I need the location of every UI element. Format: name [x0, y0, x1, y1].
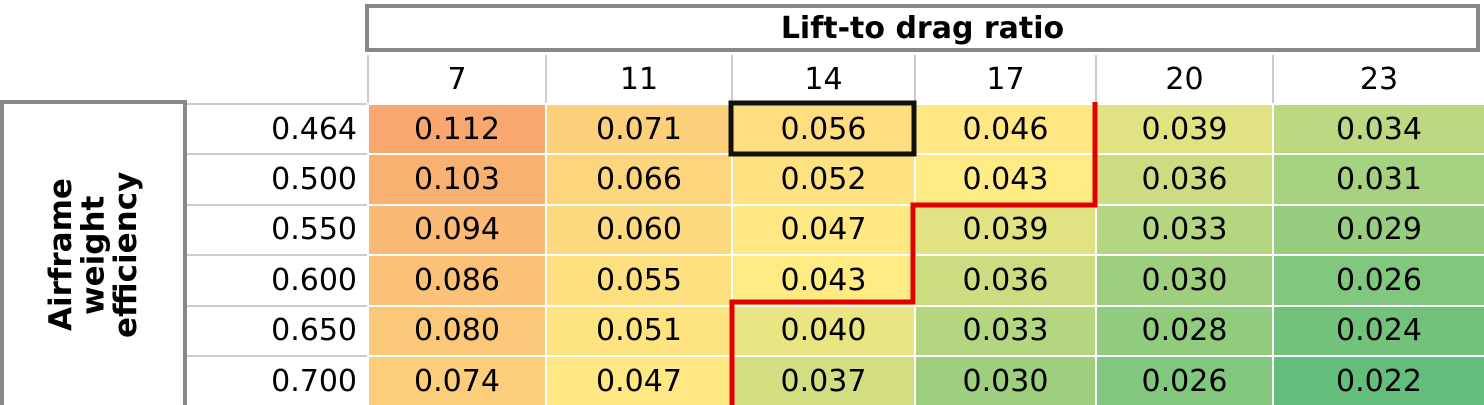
- cell: 0.022: [1272, 355, 1484, 405]
- row-header: 0.464: [187, 103, 367, 153]
- cell: 0.036: [914, 254, 1095, 305]
- cell: 0.037: [731, 355, 914, 405]
- row-header: 0.500: [187, 153, 367, 203]
- cell: 0.103: [367, 153, 545, 204]
- cell: 0.034: [1272, 103, 1484, 154]
- cell: 0.033: [1095, 203, 1272, 255]
- row-header: 0.600: [187, 254, 367, 304]
- cell: 0.080: [367, 304, 545, 355]
- cell: 0.066: [545, 153, 731, 204]
- column-group-title: Lift-to drag ratio: [365, 4, 1480, 52]
- column-header: 17: [914, 55, 1095, 103]
- cell: 0.031: [1272, 153, 1484, 204]
- row-header: 0.650: [187, 304, 367, 355]
- row-header: 0.550: [187, 203, 367, 254]
- cell: 0.046: [914, 103, 1095, 154]
- cell: 0.039: [1095, 103, 1272, 154]
- cell: 0.052: [731, 153, 914, 204]
- cell: 0.028: [1095, 304, 1272, 355]
- cell: 0.043: [731, 254, 914, 305]
- cell: 0.047: [545, 355, 731, 405]
- cell: 0.029: [1272, 203, 1484, 255]
- cell: 0.051: [545, 304, 731, 355]
- row-header: 0.700: [187, 355, 367, 405]
- row-group-title: Airframe weight efficiency: [42, 171, 144, 338]
- cell: 0.074: [367, 355, 545, 405]
- column-header: 11: [545, 55, 731, 103]
- cell: 0.024: [1272, 304, 1484, 355]
- cell: 0.036: [1095, 153, 1272, 204]
- cell: 0.086: [367, 254, 545, 305]
- cell: 0.040: [731, 304, 914, 355]
- row-group-box: Airframe weight efficiency: [0, 100, 187, 405]
- cell: 0.026: [1272, 254, 1484, 305]
- column-header: 7: [367, 55, 545, 103]
- cell: 0.112: [367, 103, 545, 154]
- cell: 0.047: [731, 203, 914, 255]
- cell: 0.030: [914, 355, 1095, 405]
- cell: 0.071: [545, 103, 731, 154]
- cell: 0.060: [545, 203, 731, 255]
- cell: 0.056: [731, 103, 914, 154]
- cell: 0.039: [914, 203, 1095, 255]
- cell: 0.043: [914, 153, 1095, 204]
- cell: 0.055: [545, 254, 731, 305]
- column-header: 20: [1095, 55, 1272, 103]
- cell: 0.026: [1095, 355, 1272, 405]
- column-header: 23: [1272, 55, 1484, 103]
- column-header: 14: [731, 55, 914, 103]
- cell: 0.094: [367, 203, 545, 255]
- cell: 0.030: [1095, 254, 1272, 305]
- cell: 0.033: [914, 304, 1095, 355]
